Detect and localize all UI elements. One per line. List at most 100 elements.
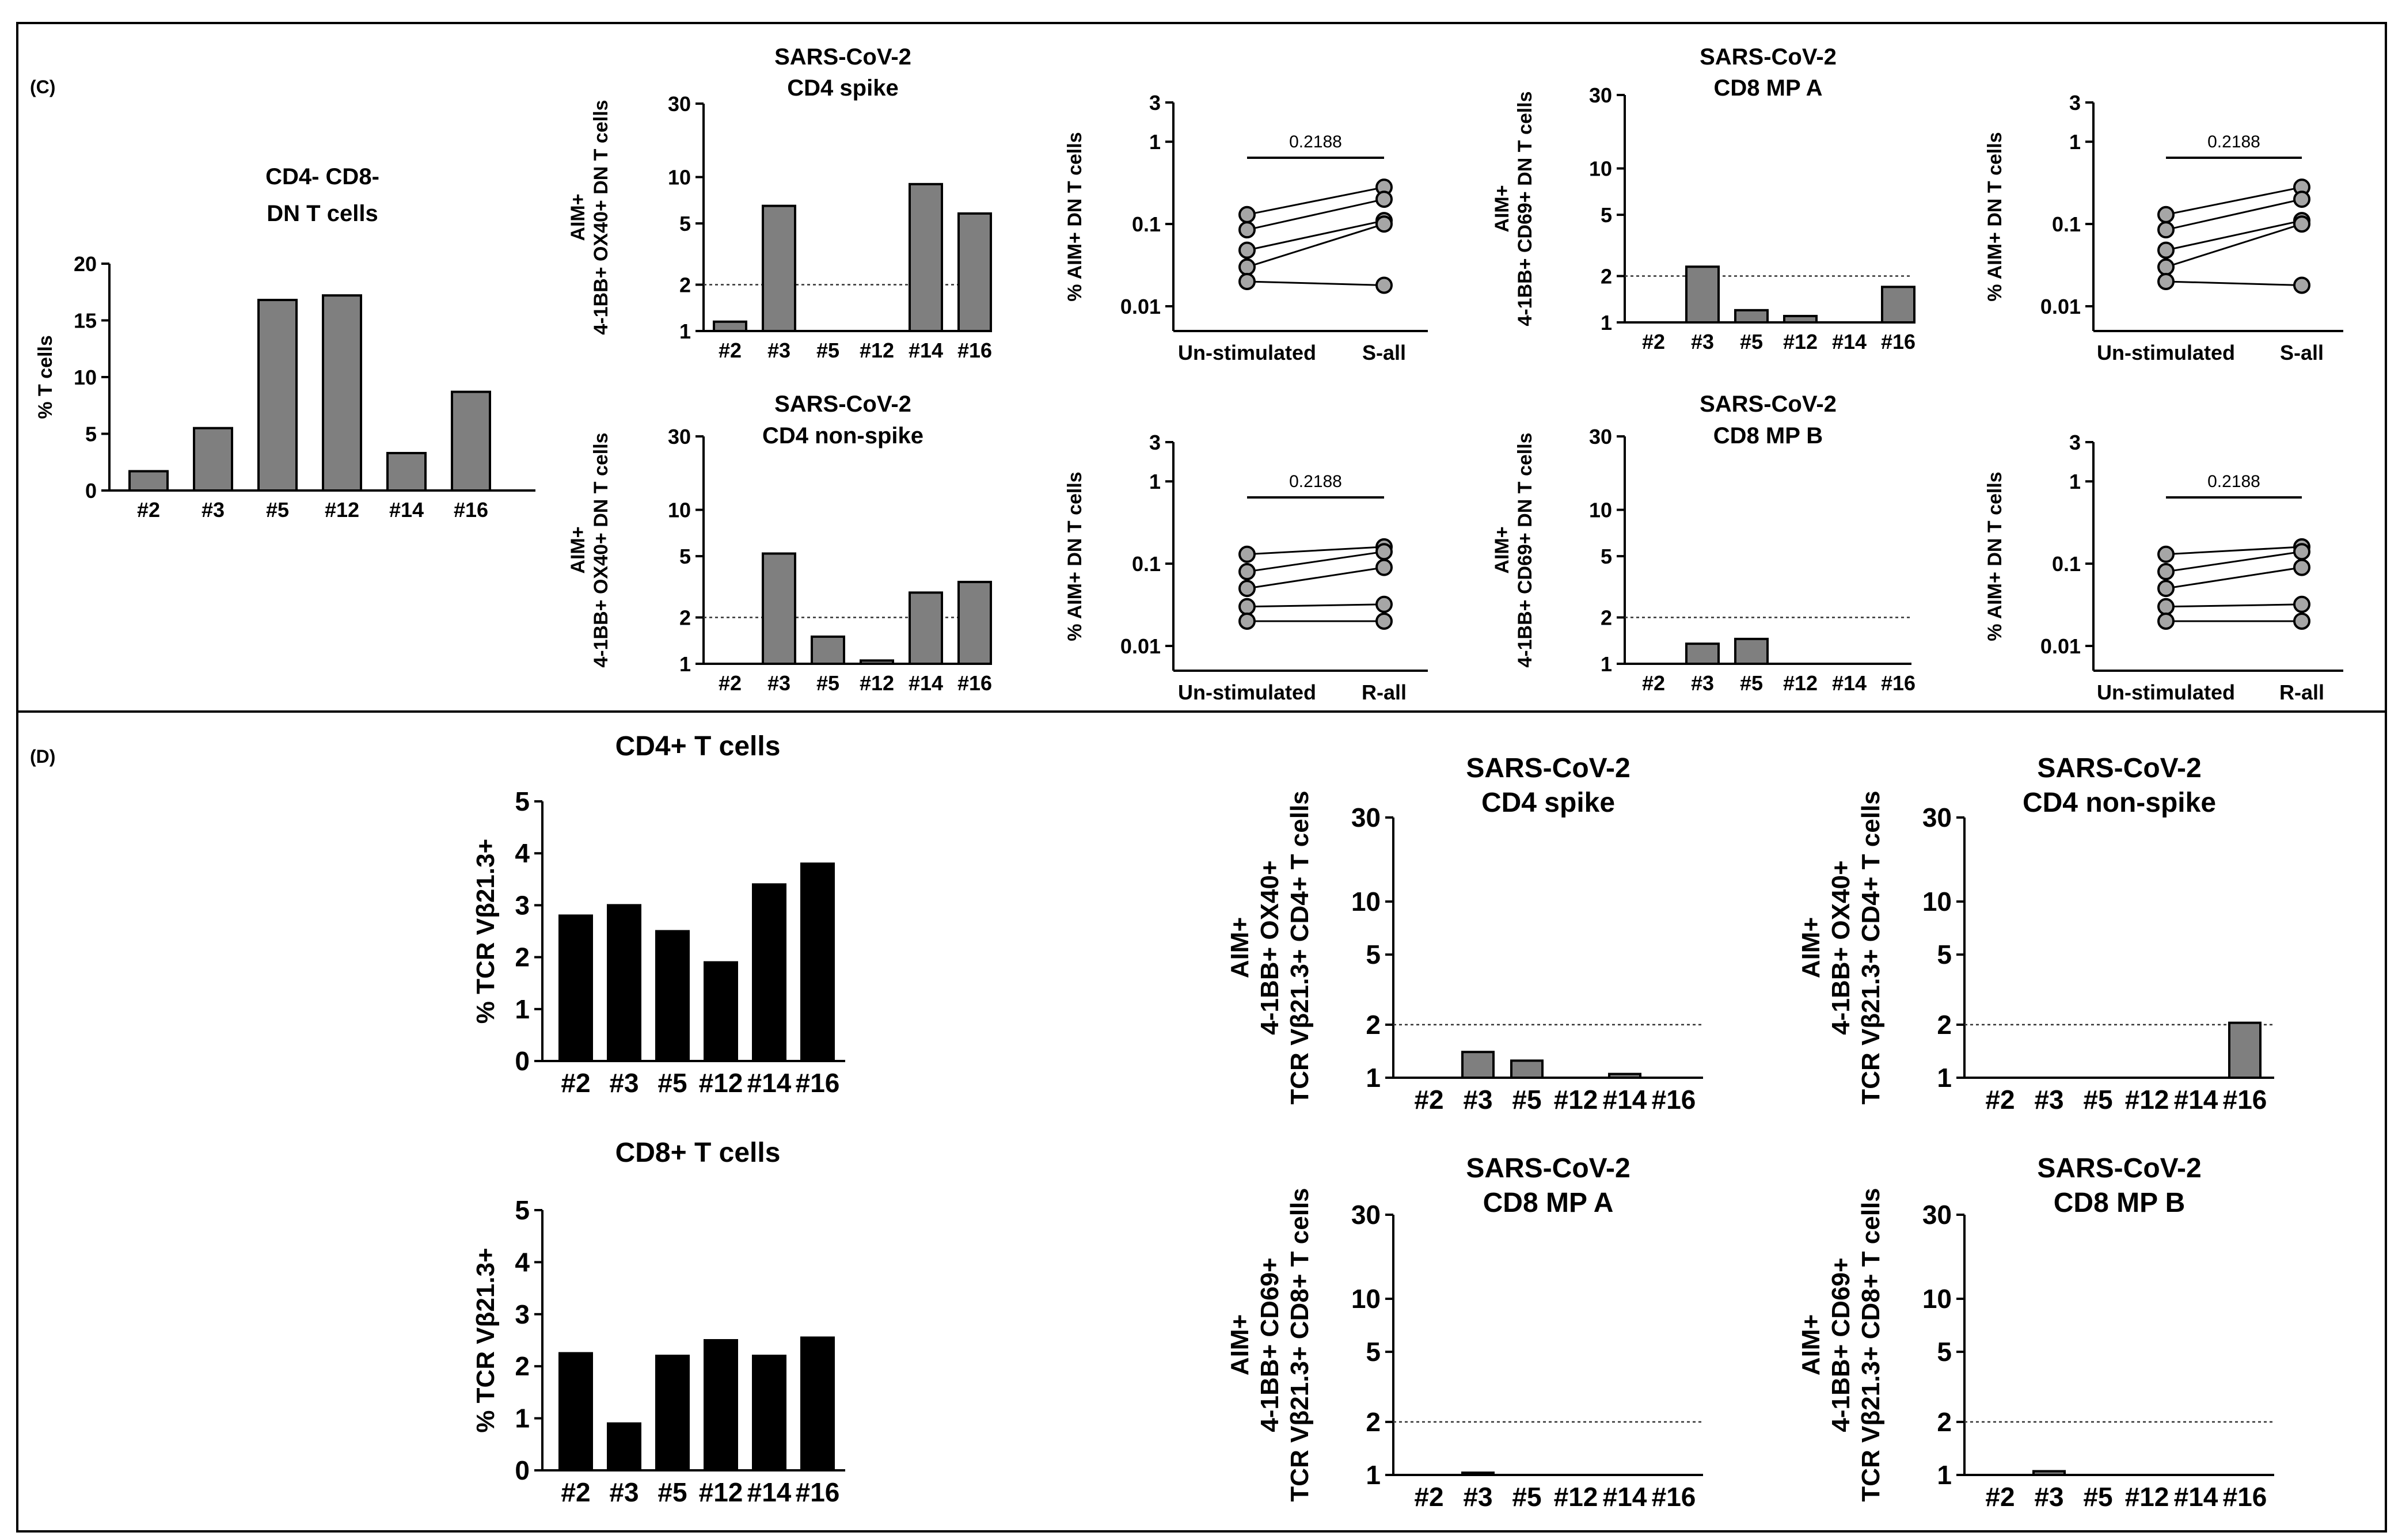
- y-tick-label: 3: [2069, 91, 2081, 115]
- y-tick-label: 1: [679, 320, 691, 343]
- p-value-label: 0.2188: [2207, 472, 2260, 491]
- chart-title: CD8+ T cells: [615, 1138, 781, 1168]
- y-tick-label: 2: [1937, 1407, 1952, 1437]
- paired-line: [1246, 566, 1385, 590]
- bar: [909, 591, 943, 666]
- y-tick-label: 5: [1937, 940, 1952, 969]
- y-tick-label: 2: [515, 942, 530, 972]
- paired-line: [1246, 198, 1385, 231]
- y-tick-label: 1: [679, 652, 691, 676]
- x-tick-label: #2: [719, 339, 742, 362]
- y-axis-label: 4-1BB+ OX40+: [1256, 860, 1284, 1035]
- bar: [322, 294, 362, 492]
- bar: [2032, 1470, 2066, 1477]
- paired-point: [2157, 272, 2175, 290]
- bar: [558, 1352, 593, 1472]
- bar: [704, 1339, 738, 1471]
- x-tick-label: #14: [1603, 1085, 1647, 1115]
- y-tick-label: 0.01: [2040, 295, 2081, 318]
- y-axis-label: AIM+: [567, 193, 589, 241]
- y-tick-label: 1: [1149, 130, 1161, 154]
- x-tick-label: R-all: [1362, 680, 1407, 704]
- y-tick-label: 5: [85, 423, 97, 446]
- y-axis-label: % T cells: [35, 335, 56, 419]
- y-axis-label: % AIM+ DN T cells: [1064, 132, 1086, 301]
- x-tick-label: #3: [767, 671, 790, 695]
- y-axis-label: 4-1BB+ OX40+ DN T cells: [590, 432, 612, 667]
- bar: [957, 212, 992, 332]
- y-axis-label: 4-1BB+ CD69+: [1827, 1257, 1855, 1432]
- y-tick-label: 1: [1937, 1460, 1952, 1490]
- chart-title: SARS-CoV-2: [2037, 753, 2201, 784]
- y-tick-label: 0.1: [1132, 552, 1161, 576]
- y-axis-label: % AIM+ DN T cells: [1984, 471, 2006, 641]
- bar: [1461, 1471, 1495, 1476]
- x-tick-label: #5: [1740, 671, 1763, 695]
- y-axis-label: AIM+: [1226, 1314, 1254, 1375]
- x-tick-label: #5: [2083, 1085, 2112, 1115]
- paired-point: [1238, 612, 1256, 630]
- y-tick-label: 1: [1601, 652, 1612, 676]
- x-tick-label: #16: [796, 1477, 840, 1507]
- y-tick-label: 2: [1601, 606, 1612, 630]
- y-tick-label: 1: [1937, 1063, 1952, 1093]
- y-tick-label: 30: [1589, 425, 1612, 448]
- x-tick-label: #14: [389, 498, 424, 522]
- paired-line: [2165, 546, 2302, 556]
- paired-point: [2157, 206, 2175, 223]
- bar: [800, 1336, 835, 1471]
- y-tick-label: 30: [1351, 1200, 1381, 1230]
- bar: [607, 904, 641, 1063]
- chart-d-cd4-t-cells: CD4+ T cells % TCR Vβ21.3+ 0 1 2 3 4 5 #2 #3 #5 #12…: [472, 731, 845, 1098]
- chart-c-cd4-nonspike: SARS-CoV-2 CD4 non-spike AIM+ 4-1BB+ OX40+ …: [567, 391, 992, 695]
- x-tick-label: #16: [2223, 1085, 2267, 1115]
- x-tick-label: #2: [561, 1477, 590, 1507]
- y-tick-label: 30: [668, 425, 691, 448]
- y-tick-label: 1: [2069, 470, 2081, 493]
- y-axis-label: TCR Vβ21.3+ CD8+ T cells: [1286, 1188, 1314, 1501]
- paired-point: [2293, 595, 2310, 613]
- x-tick-label: #14: [1832, 330, 1867, 353]
- x-tick-label: #3: [2034, 1482, 2063, 1512]
- bar: [1783, 314, 1818, 324]
- chart-title: SARS-CoV-2: [1700, 391, 1837, 417]
- paired-line: [1246, 280, 1385, 287]
- x-tick-label: Un-stimulated: [1178, 341, 1316, 364]
- chart-title: CD4- CD8-: [265, 164, 379, 189]
- y-tick-label: 4: [515, 1247, 530, 1277]
- bar: [762, 204, 796, 332]
- y-tick-label: 2: [1366, 1407, 1381, 1437]
- paired-point: [2293, 191, 2310, 208]
- bar: [909, 182, 943, 332]
- paired-line: [1246, 550, 1385, 573]
- y-axis-label: TCR Vβ21.3+ CD8+ T cells: [1857, 1188, 1885, 1501]
- paired-line: [2165, 603, 2302, 608]
- chart-d-cd4-spike: SARS-CoV-2 CD4 spike AIM+ 4-1BB+ OX40+ TCR V…: [1226, 753, 1703, 1115]
- y-tick-label: 2: [515, 1351, 530, 1381]
- y-tick-label: 0.01: [1120, 295, 1161, 318]
- y-axis-label: AIM+: [567, 526, 589, 573]
- x-tick-label: #3: [1691, 330, 1714, 353]
- x-tick-label: #14: [2174, 1482, 2218, 1512]
- x-tick-label: #14: [747, 1477, 792, 1507]
- p-value-label: 0.2188: [2207, 132, 2260, 151]
- y-tick-label: 5: [1601, 203, 1612, 227]
- y-tick-label: 1: [1149, 470, 1161, 493]
- y-tick-label: 0: [515, 1046, 530, 1076]
- x-tick-label: #12: [860, 339, 894, 362]
- chart-title: CD8 MP A: [1483, 1188, 1614, 1218]
- x-tick-label: #14: [2174, 1085, 2218, 1115]
- chart-title: SARS-CoV-2: [1466, 753, 1630, 784]
- y-axis-label: % TCR Vβ21.3+: [472, 839, 500, 1024]
- paired-point: [1375, 612, 1393, 630]
- y-tick-label: 5: [1601, 545, 1612, 568]
- x-tick-label: #16: [1881, 671, 1915, 695]
- paired-line: [2165, 550, 2302, 573]
- x-tick-label: #5: [657, 1477, 687, 1507]
- y-tick-label: 1: [2069, 130, 2081, 154]
- paired-line: [2165, 280, 2302, 287]
- bar: [128, 470, 169, 492]
- paired-point: [1375, 276, 1393, 294]
- x-tick-label: #5: [1512, 1085, 1541, 1115]
- y-tick-label: 1: [1601, 311, 1612, 334]
